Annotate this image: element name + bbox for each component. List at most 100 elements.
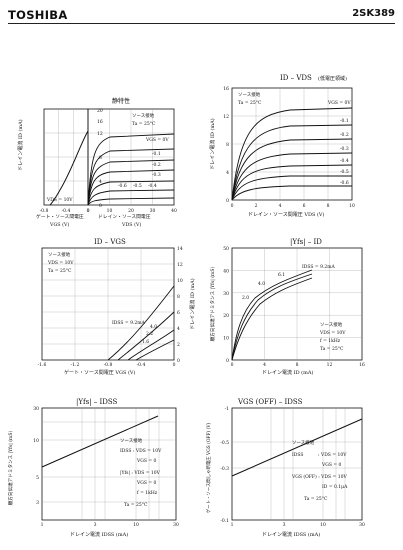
- curve-label: 4.0: [258, 281, 265, 287]
- vds-label: VDS = 10V: [46, 197, 73, 203]
- note-line: ソース接地: [238, 91, 261, 98]
- svg-text:ソース接地: ソース接地: [292, 439, 315, 446]
- svg-text:0: 0: [226, 198, 229, 204]
- curve-label: -0.1: [152, 151, 161, 157]
- note-line: ソース接地: [320, 321, 343, 328]
- svg-text:1: 1: [231, 522, 234, 528]
- x-axis-unit: VDS (V): [121, 221, 141, 228]
- svg-text:8: 8: [177, 294, 180, 300]
- chart-title: |Yfs| – IDSS: [76, 398, 118, 406]
- chart-id-vds-low: ID – VDS (低電圧領域) ドレイン電流 ID (mA) ソース接地 Ta…: [200, 70, 400, 220]
- svg-text:VGS = 0: VGS = 0: [136, 480, 157, 486]
- data-line: [41, 415, 159, 468]
- chart-title: VGS (OFF) – IDSS: [237, 398, 303, 406]
- curve-label: -0.5: [133, 183, 142, 189]
- curve-label: -0.4: [148, 183, 157, 189]
- vgs-label: VGS = 0V: [327, 100, 351, 106]
- chart-title: ID – VGS: [94, 238, 126, 246]
- curves: [231, 269, 313, 361]
- svg-text:-0.1: -0.1: [220, 518, 229, 524]
- x-axis-label: ドレイン・ソース間電圧: [98, 214, 151, 220]
- x-axis-unit: VGS (V): [49, 221, 69, 228]
- svg-text:40: 40: [223, 268, 229, 274]
- tick-label: 0: [87, 208, 90, 214]
- svg-text:20: 20: [223, 313, 229, 319]
- svg-text:4: 4: [99, 179, 102, 185]
- y-ticks: 0 4 8 12 16: [223, 86, 229, 204]
- x-axis-label: ドレイン・ソース間電圧 VDS (V): [248, 211, 325, 218]
- y-ticks: 3 5 10 30: [33, 406, 39, 506]
- svg-text:0: 0: [231, 203, 234, 209]
- chart-yfs-id: |Yfs| – ID 順方向伝達アドミタンス |Yfs| (mS) 2.0 4.…: [200, 232, 400, 377]
- curve-label: -0.2: [152, 162, 161, 168]
- svg-text:16: 16: [97, 119, 103, 125]
- x-axis-label: ドレイン電流 ID (mA): [262, 369, 313, 376]
- notes: ソース接地 IDSS : VDS = 10V VGS = 0 VGS (OFF)…: [291, 439, 348, 502]
- svg-text:-0.3: -0.3: [220, 466, 229, 472]
- y-axis-label: ドレイン電流 ID (mA): [17, 119, 24, 170]
- y-ticks: 0 10 20 30 40 50: [223, 246, 229, 364]
- curve-label: -0.1: [340, 118, 349, 124]
- svg-text:12: 12: [223, 114, 229, 120]
- x-ticks: 0 2 4 6 8 10: [231, 203, 355, 209]
- svg-text:VGS (OFF) : VDS = 10V: VGS (OFF) : VDS = 10V: [291, 473, 347, 480]
- svg-text:12: 12: [177, 262, 183, 268]
- note-line: Ta = 25°C: [132, 121, 156, 127]
- svg-text:f = 1kHz: f = 1kHz: [137, 490, 158, 496]
- idss-label: IDSS = 9.2mA: [112, 320, 146, 326]
- curve-label: 2.2: [146, 331, 153, 337]
- note-line: Ta = 25°C: [238, 100, 262, 106]
- x-ticks: 1 3 10 30: [231, 522, 365, 528]
- tick-label: -0.4: [62, 208, 71, 214]
- y-axis-label: 順方向伝達アドミタンス |Yfs| (mS): [7, 430, 14, 505]
- svg-text:VGS = 0: VGS = 0: [136, 458, 157, 464]
- notes: ソース接地 IDSS : VDS = 10V VGS = 0 |Yfs| : V…: [120, 437, 162, 508]
- svg-text:6: 6: [177, 310, 180, 316]
- svg-text:3: 3: [36, 500, 39, 506]
- svg-text:0: 0: [231, 362, 234, 368]
- svg-text:12: 12: [97, 131, 103, 137]
- curve-label: -0.6: [340, 180, 349, 186]
- tick-label: 20: [128, 208, 134, 214]
- curve-label: -0.4: [340, 158, 349, 164]
- curve-label: -0.5: [340, 169, 349, 175]
- curve-label: 6.1: [278, 272, 285, 278]
- svg-text:14: 14: [177, 246, 183, 252]
- svg-text:50: 50: [223, 246, 229, 252]
- chart-id-vgs: ID – VGS ソース接地 VDS = 10V Ta = 25°C IDSS …: [0, 232, 200, 377]
- tick-label: 40: [171, 208, 177, 214]
- curve-label: -0.6: [118, 183, 127, 189]
- svg-text:3: 3: [283, 522, 286, 528]
- gate-voltage-plot: VDS = 10V -0.8 -0.4 0 ゲート・ソース間電圧 VGS (V): [36, 108, 90, 228]
- svg-text:1: 1: [41, 522, 44, 528]
- svg-text:10: 10: [133, 522, 139, 528]
- svg-text:8: 8: [296, 362, 299, 368]
- svg-text:4: 4: [226, 170, 229, 176]
- svg-text:12: 12: [327, 362, 333, 368]
- x-ticks: 1 3 10 30: [41, 522, 179, 528]
- note-line: ソース接地: [132, 112, 155, 119]
- y-ticks: -1 -0.5 -0.3 -0.1: [220, 406, 229, 524]
- curve-label: 2.0: [242, 295, 249, 301]
- svg-text:8: 8: [226, 142, 229, 148]
- svg-text:-1: -1: [225, 406, 230, 412]
- chart-yfs-idss: |Yfs| – IDSS 順方向伝達アドミタンス |Yfs| (mS) ソース接…: [0, 392, 200, 542]
- header-rule: [8, 23, 395, 24]
- part-number: 2SK389: [352, 8, 395, 19]
- tick-label: 0: [87, 208, 90, 214]
- note-line: Ta = 25°C: [48, 268, 72, 274]
- svg-text:: VDS = 10V: : VDS = 10V: [318, 452, 347, 458]
- chart-title-suffix: (低電圧領域): [318, 75, 347, 82]
- svg-text:8: 8: [327, 203, 330, 209]
- curves: [107, 285, 175, 361]
- curve-label: 4.0: [150, 324, 157, 330]
- svg-text:4: 4: [279, 203, 282, 209]
- svg-text:-0.8: -0.8: [104, 362, 113, 368]
- chart-title: ID – VDS: [280, 74, 312, 82]
- svg-text:4: 4: [177, 326, 180, 332]
- svg-text:0: 0: [177, 358, 180, 364]
- svg-text:30: 30: [359, 522, 365, 528]
- svg-text:0: 0: [173, 362, 176, 368]
- svg-text:0: 0: [99, 203, 102, 209]
- svg-text:2: 2: [177, 342, 180, 348]
